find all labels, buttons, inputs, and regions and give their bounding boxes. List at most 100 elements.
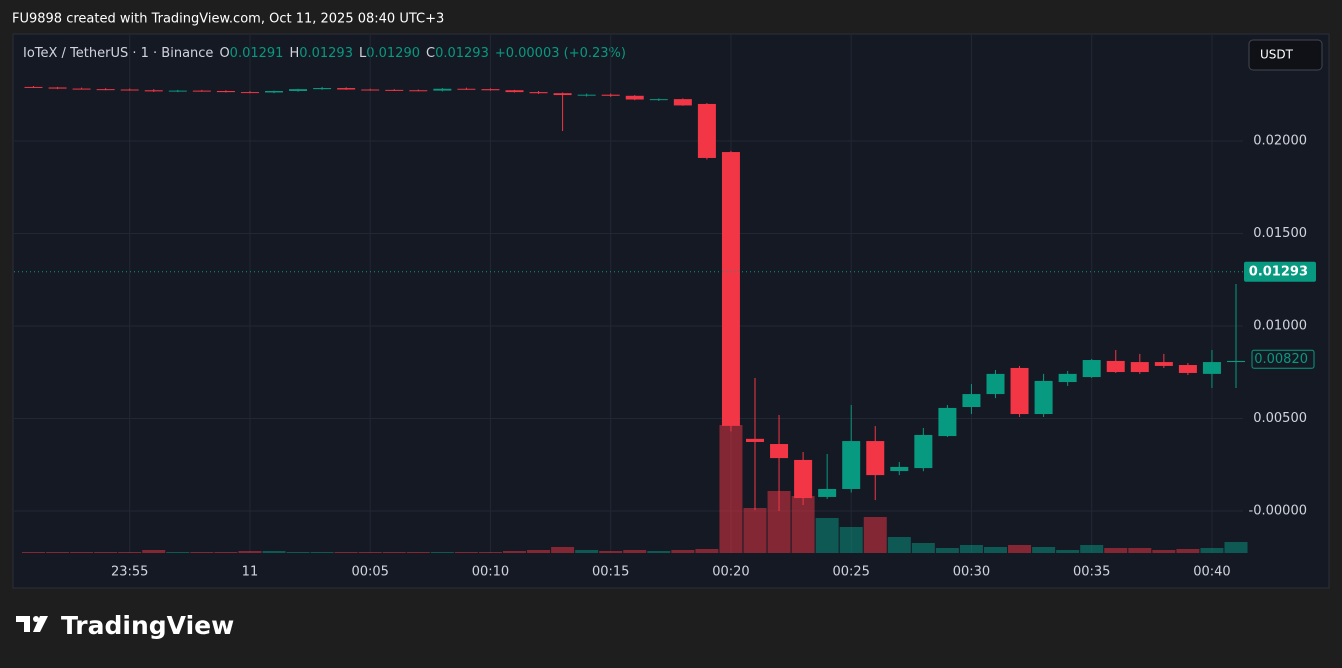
candle-body: [842, 441, 861, 489]
candle-body: [120, 89, 139, 91]
volume-bar: [623, 550, 647, 553]
ohlc-key: O: [219, 46, 229, 61]
x-tick-label: 00:25: [832, 565, 869, 580]
volume-bar: [406, 552, 430, 553]
price-marker-box: [1251, 349, 1315, 369]
candle-body: [1202, 362, 1221, 374]
candle-body: [385, 89, 404, 91]
candle-body: [938, 407, 957, 437]
candle-body: [1106, 360, 1125, 373]
volume-bar: [1176, 549, 1200, 553]
volume-bar: [767, 491, 791, 553]
candle-body: [216, 90, 235, 93]
symbol-legend: IoTeX / TetherUS · 1 · Binance O0.01291 H0…: [23, 46, 626, 61]
x-tick-label: 23:55: [111, 565, 148, 580]
volume-bar: [671, 550, 695, 553]
candle-body: [240, 92, 259, 94]
chart-panel: [12, 33, 1330, 589]
volume-bar: [984, 547, 1007, 553]
candle-body: [697, 103, 716, 158]
volume-bar: [1008, 545, 1032, 553]
brand-name: TradingView: [61, 611, 234, 640]
volume-bar: [1128, 548, 1152, 553]
volume-bar: [286, 552, 310, 553]
candle-body: [457, 88, 476, 90]
candle-body: [890, 466, 909, 472]
ohlc-value: 0.01290: [366, 46, 420, 61]
volume-bar: [430, 552, 454, 553]
volume-bar: [863, 517, 887, 553]
volume-bar: [214, 552, 238, 553]
candle-body: [986, 373, 1005, 395]
brand-logo: [16, 616, 48, 632]
volume-bar: [743, 508, 767, 553]
watermark: FU9898 created with TradingView.com, Oct…: [12, 12, 444, 27]
candle-body: [409, 90, 428, 92]
price-line-box: [1244, 261, 1316, 282]
candle-body: [168, 90, 187, 92]
candle-body: [96, 89, 115, 91]
candle-body: [625, 95, 644, 100]
candle-body: [433, 88, 452, 91]
change: +0.00003 (+0.23%): [495, 46, 626, 61]
volume-bar: [1224, 542, 1248, 553]
candle-body: [1082, 360, 1101, 378]
candle-body: [721, 152, 740, 426]
volume-bar: [1152, 550, 1176, 553]
volume-bar: [503, 551, 526, 553]
candle-body: [48, 87, 67, 89]
x-tick-label: 00:05: [351, 565, 388, 580]
candle-body: [1034, 380, 1053, 415]
volume-bar: [166, 552, 190, 553]
volume-bar: [1032, 547, 1056, 553]
volume-bar: [647, 551, 671, 553]
volume-bar: [959, 545, 983, 553]
candle-body: [553, 93, 572, 96]
volume-bar: [118, 552, 142, 553]
candle-body: [962, 394, 981, 408]
candle-body: [144, 90, 163, 92]
volume-bar: [719, 425, 743, 553]
currency-button[interactable]: [1248, 39, 1323, 71]
ohlc-value: 0.01293: [435, 46, 489, 61]
volume-bar: [1056, 550, 1080, 553]
volume-bar: [358, 552, 382, 553]
candle-body: [1010, 367, 1029, 415]
x-tick-label: 00:30: [953, 565, 990, 580]
volume-bar: [46, 552, 70, 553]
candle-body: [265, 90, 283, 93]
volume-bar: [1200, 548, 1224, 553]
ohlc-key: C: [426, 46, 435, 61]
currency-label[interactable]: USDT: [1260, 48, 1294, 62]
candle-body: [24, 86, 43, 88]
x-tick-label: 00:40: [1193, 565, 1230, 580]
candle-body: [914, 434, 933, 469]
volume-bar: [142, 550, 166, 553]
candle-body: [481, 89, 500, 91]
ohlc-key: L: [359, 46, 367, 61]
x-tick-label: 00:15: [592, 565, 629, 580]
candle-body: [289, 89, 308, 91]
volume-bar: [190, 552, 214, 553]
candle-body: [192, 90, 211, 92]
candle-body: [866, 441, 885, 476]
volume-bar: [22, 552, 45, 553]
volume-bar: [815, 518, 839, 553]
volume-bar: [334, 552, 358, 553]
ohlc-key: H: [289, 46, 299, 61]
candle-body: [1178, 365, 1197, 373]
candle-body: [649, 99, 668, 101]
x-tick-label: 00:35: [1073, 565, 1110, 580]
volume-bar: [238, 551, 262, 553]
volume-bar: [695, 549, 719, 553]
candle-body: [1058, 373, 1077, 383]
candle-body: [746, 438, 764, 442]
volume-bar: [454, 552, 478, 553]
volume-bar: [382, 552, 406, 553]
x-tick-label: 00:20: [712, 565, 749, 580]
y-tick-label: 0.02000: [1253, 133, 1307, 148]
volume-bar: [70, 552, 94, 553]
ohlc-value: 0.01291: [230, 46, 284, 61]
candle-body: [1130, 362, 1149, 373]
